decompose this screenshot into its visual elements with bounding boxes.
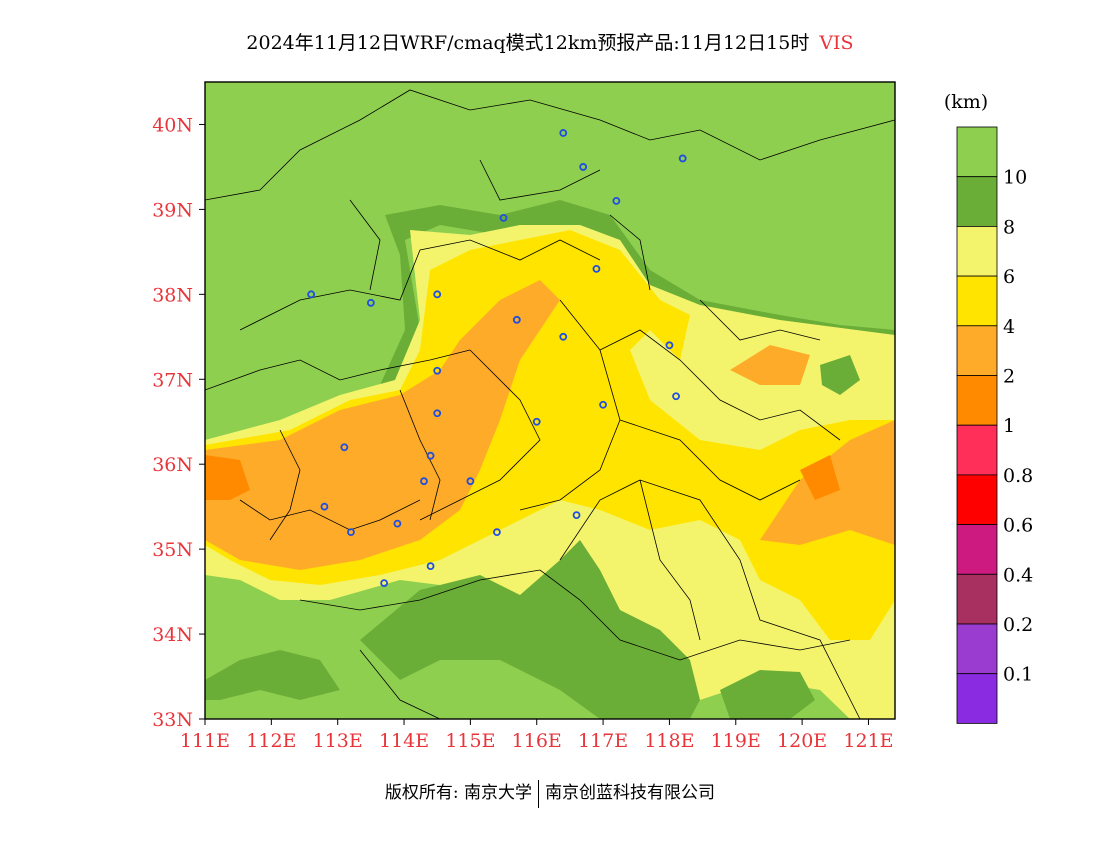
lat-tick-label: 37N (152, 369, 193, 391)
lon-tick-label: 116E (512, 730, 562, 752)
visibility-fields (205, 82, 895, 719)
station-marker (466, 477, 475, 486)
station-marker (347, 528, 355, 537)
station-marker (366, 298, 375, 307)
colorbar-label: 4 (1003, 316, 1015, 338)
colorbar-label: 0.1 (1003, 664, 1033, 686)
legend-unit: (km) (944, 91, 988, 113)
field-10km-southeast (720, 670, 815, 719)
station-marker (672, 392, 680, 401)
station-marker (512, 315, 521, 324)
station-marker (532, 417, 541, 426)
lon-tick-label: 112E (246, 730, 296, 752)
colorbar-label: 0.6 (1003, 515, 1033, 537)
city-stations (307, 129, 687, 588)
lon-tick-label: 114E (379, 730, 429, 752)
colorbar-label: 0.4 (1003, 564, 1033, 586)
colorbar-label: 2 (1003, 366, 1015, 388)
station-marker (393, 519, 402, 528)
station-marker (307, 290, 316, 299)
colorbar-label: 6 (1003, 266, 1015, 288)
station-marker (678, 154, 687, 163)
station-marker (426, 451, 435, 460)
lat-tick-label: 39N (152, 199, 193, 221)
field-10km-spot (820, 355, 860, 395)
map-frame (204, 81, 896, 720)
lon-tick-label: 117E (578, 730, 628, 752)
colorbar-swatch (956, 275, 998, 327)
variable-name: VIS (819, 32, 854, 54)
station-marker (420, 477, 428, 486)
colorbar-label: 1 (1003, 415, 1015, 437)
station-marker (380, 579, 389, 588)
station-marker (340, 443, 349, 452)
field-10km-southwest (205, 650, 340, 700)
colorbar-swatch (956, 126, 998, 178)
colorbar-swatch (956, 474, 998, 525)
station-marker (426, 562, 435, 571)
station-marker (493, 528, 501, 537)
colorbar-swatch (956, 375, 998, 426)
field-1km-east (800, 455, 840, 500)
footer-separator (538, 779, 540, 808)
station-marker (665, 341, 674, 350)
copyright-footer: 版权所有: 南京大学 南京创蓝科技有限公司 (0, 778, 1100, 808)
lon-tick-label: 113E (313, 730, 363, 752)
colorbar-label: 10 (1003, 167, 1027, 189)
colorbar-label: 0.2 (1003, 614, 1033, 636)
chart-title: 2024年11月12日WRF/cmaq模式12km预报产品:11月12日15时 V… (0, 28, 1100, 55)
colorbar-swatch (956, 225, 998, 277)
colorbar-swatch (956, 524, 998, 575)
station-marker (579, 163, 588, 171)
station-marker (592, 264, 601, 273)
lat-tick-label: 40N (152, 114, 193, 136)
station-marker (612, 197, 621, 205)
longitude-axis: 111E 112E 113E 114E 115E 116E 117E 118E 119E 120E… (180, 719, 894, 752)
station-marker (599, 400, 607, 409)
colorbar-label: 0.8 (1003, 465, 1033, 487)
station-marker (433, 409, 442, 418)
lat-tick-label: 36N (152, 454, 193, 476)
station-marker (320, 502, 329, 511)
title-text: 2024年11月12日WRF/cmaq模式12km预报产品:11月12日15时 (246, 32, 810, 54)
colorbar-label: 8 (1003, 216, 1015, 238)
station-marker (433, 366, 442, 375)
field-2km-northeast (730, 345, 810, 385)
lon-tick-label: 115E (445, 730, 495, 752)
colorbar: 10 8 6 4 2 1 0.8 0.6 0.4 0.2 0.1 (956, 126, 1033, 724)
admin-boundaries (205, 89, 895, 719)
colorbar-swatch (956, 424, 998, 476)
station-marker (499, 213, 508, 222)
lon-tick-label: 111E (180, 730, 230, 752)
colorbar-swatch (956, 325, 998, 376)
station-marker (559, 332, 568, 341)
lon-tick-label: 120E (777, 730, 827, 752)
station-marker (433, 290, 442, 299)
lon-tick-label: 118E (644, 730, 694, 752)
lat-tick-label: 35N (152, 539, 193, 561)
lon-tick-label: 121E (843, 730, 893, 752)
lat-tick-label: 33N (152, 709, 193, 731)
footer-left: 版权所有: 南京大学 (384, 783, 533, 803)
lat-tick-label: 34N (152, 624, 193, 646)
station-marker (572, 511, 581, 520)
colorbar-swatch (956, 176, 998, 227)
station-marker (559, 129, 568, 137)
latitude-axis: 33N 34N 35N 36N 37N 38N 39N 40N (152, 114, 205, 731)
colorbar-swatch (956, 673, 998, 724)
lon-tick-label: 119E (711, 730, 761, 752)
field-10km-south (360, 540, 700, 719)
lat-tick-label: 38N (152, 284, 193, 306)
field-1km (205, 455, 250, 500)
footer-right: 南京创蓝科技有限公司 (545, 783, 716, 803)
field-2km (205, 280, 560, 570)
colorbar-swatch (956, 573, 998, 625)
colorbar-swatch (956, 623, 998, 675)
